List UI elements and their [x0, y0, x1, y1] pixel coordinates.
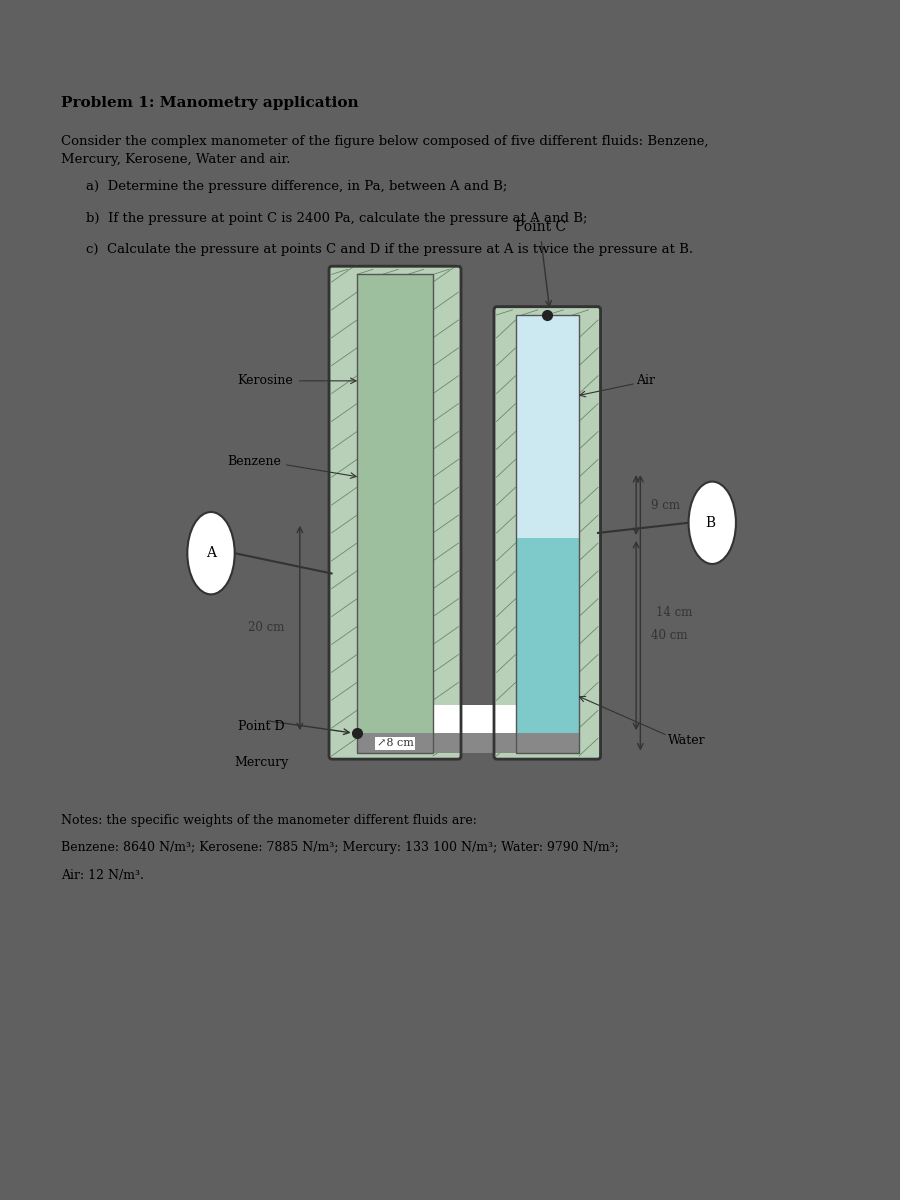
Bar — [357, 733, 433, 754]
Text: Water: Water — [668, 734, 706, 748]
Bar — [516, 538, 579, 733]
Text: B: B — [706, 516, 716, 529]
Text: Consider the complex manometer of the figure below composed of five different fl: Consider the complex manometer of the fi… — [61, 134, 708, 166]
Text: Benzene: 8640 N/m³; Kerosene: 7885 N/m³; Mercury: 133 100 N/m³; Water: 9790 N/m³: Benzene: 8640 N/m³; Kerosene: 7885 N/m³;… — [61, 841, 618, 854]
FancyBboxPatch shape — [494, 307, 600, 760]
Text: Point C: Point C — [516, 220, 566, 234]
Text: ↗8 cm: ↗8 cm — [376, 738, 413, 749]
FancyBboxPatch shape — [329, 266, 461, 760]
Text: A: A — [206, 546, 216, 560]
Text: 9 cm: 9 cm — [652, 498, 680, 511]
Text: c)  Calculate the pressure at points C and D if the pressure at A is twice the p: c) Calculate the pressure at points C an… — [86, 244, 693, 257]
Bar — [433, 706, 516, 754]
Text: Mercury: Mercury — [235, 756, 289, 769]
Text: Problem 1: Manometry application: Problem 1: Manometry application — [61, 96, 358, 109]
Bar — [357, 275, 433, 754]
Text: Air: Air — [636, 374, 655, 388]
Bar — [516, 314, 579, 538]
Bar — [357, 275, 433, 754]
Ellipse shape — [187, 512, 235, 594]
Text: Notes: the specific weights of the manometer different fluids are:: Notes: the specific weights of the manom… — [61, 814, 477, 827]
Text: 20 cm: 20 cm — [248, 622, 284, 635]
Text: a)  Determine the pressure difference, in Pa, between A and B;: a) Determine the pressure difference, in… — [86, 180, 508, 193]
Bar — [516, 314, 579, 754]
Text: 40 cm: 40 cm — [652, 629, 688, 642]
Text: Kerosine: Kerosine — [238, 374, 293, 388]
Text: Point D: Point D — [238, 720, 285, 733]
Bar — [433, 733, 516, 754]
Text: b)  If the pressure at point C is 2400 Pa, calculate the pressure at A and B;: b) If the pressure at point C is 2400 Pa… — [86, 211, 588, 224]
Bar — [357, 589, 433, 733]
Text: Benzene: Benzene — [227, 456, 281, 468]
Text: Air: 12 N/m³.: Air: 12 N/m³. — [61, 869, 144, 882]
Bar — [516, 314, 579, 754]
Text: 14 cm: 14 cm — [655, 606, 692, 619]
Bar — [516, 733, 579, 754]
Ellipse shape — [688, 481, 736, 564]
Bar — [357, 275, 433, 589]
